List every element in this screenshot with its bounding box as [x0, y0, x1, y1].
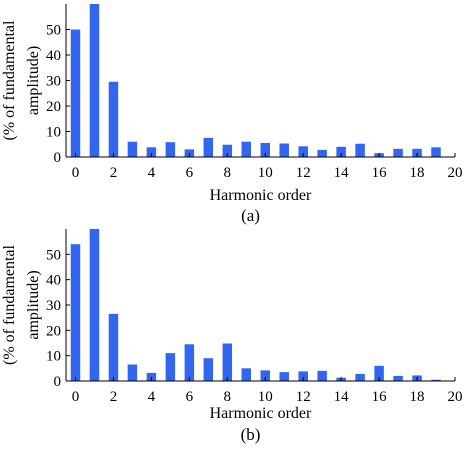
panel-b-bar-h4	[146, 372, 157, 381]
panel-a-bar-h18	[412, 148, 422, 157]
panel-b-bar-h2	[108, 313, 119, 381]
panel-a-bar-h14	[336, 146, 346, 157]
panel-b-bar-h9	[241, 368, 252, 381]
panel-b-x-tick-label-2: 2	[110, 389, 118, 405]
panel-b-bar-h11	[279, 372, 289, 381]
panel-b-bar-h8	[222, 343, 233, 381]
panel-a-y-tick-label-0: 0	[54, 150, 62, 166]
panel-b-x-tick-label-16: 16	[372, 389, 388, 405]
panel-a-x-axis-label: Harmonic order	[210, 187, 312, 204]
panel-b-caption: (b)	[241, 425, 261, 444]
panel-a-bar-h1	[89, 4, 100, 157]
panel-b-y-tick-label-10: 10	[46, 349, 61, 365]
panel-b-bar-h13	[317, 370, 327, 381]
panel-a-x-tick-label-4: 4	[148, 165, 156, 181]
panel-a-bar-h19	[431, 147, 441, 157]
panel-a-bar-h9	[241, 141, 252, 157]
panel-b-bar-h15	[355, 373, 365, 381]
panel-a-y-tick-label-30: 30	[46, 74, 61, 90]
panel-a-bar-h5	[165, 142, 176, 157]
panel-a-y-tick-label-50: 50	[46, 23, 61, 39]
panel-b-bar-h12	[298, 371, 308, 381]
panel-a-bar-h15	[355, 143, 365, 157]
panel-a-bar-h17	[393, 148, 403, 157]
panel-a-x-tick-label-2: 2	[110, 165, 118, 181]
panel-a-bar-h8	[222, 144, 233, 157]
panel-b-bar-h19	[431, 379, 441, 381]
panel-a-x-tick-label-8: 8	[224, 165, 232, 181]
panel-a-caption: (a)	[241, 206, 260, 225]
panel-a-bar-h0	[70, 29, 81, 157]
panel-a-bar-h11	[279, 143, 289, 157]
panel-b-bar-h3	[127, 364, 138, 381]
panel-a-x-tick-label-16: 16	[372, 165, 388, 181]
panel-b-y-tick-label-40: 40	[46, 273, 61, 289]
panel-a-y-tick-label-10: 10	[46, 125, 61, 141]
panel-b-x-tick-label-20: 20	[448, 389, 463, 405]
panel-a-x-tick-label-6: 6	[186, 165, 194, 181]
panel-a-bar-h7	[203, 137, 214, 158]
panel-b-bar-h7	[203, 358, 214, 381]
panel-a-x-tick-label-14: 14	[334, 165, 350, 181]
panel-a-x-tick-label-12: 12	[296, 165, 311, 181]
panel-a-bar-h12	[298, 146, 308, 157]
panel-b-y-tick-label-20: 20	[46, 323, 61, 339]
panel-b-x-axis-label: Harmonic order	[210, 405, 312, 422]
panel-b-y-tick-label-30: 30	[46, 298, 61, 314]
panel-a-y-tick-label-20: 20	[46, 99, 61, 115]
panel-b-y-tick-label-0: 0	[54, 374, 62, 390]
panel-b-x-tick-label-8: 8	[224, 389, 232, 405]
panel-b-x-tick-label-0: 0	[72, 389, 80, 405]
panel-b-x-tick-label-18: 18	[410, 389, 425, 405]
panel-b-x-tick-label-10: 10	[258, 389, 273, 405]
panel-a-x-tick-label-10: 10	[258, 165, 273, 181]
panel-a-bar-h13	[317, 149, 327, 157]
panel-a-x-tick-label-20: 20	[448, 165, 463, 181]
panel-b-bar-h0	[70, 244, 81, 381]
panel-b-bar-h1	[89, 229, 100, 381]
panel-b-y-axis-label-line2: amplitude)	[25, 270, 42, 339]
panel-a-bar-h10	[260, 142, 270, 157]
panel-a-x-tick-label-18: 18	[410, 165, 425, 181]
panel-b-x-tick-label-4: 4	[148, 389, 156, 405]
panel-b-bar-h17	[393, 375, 403, 381]
panel-a-x-tick-label-0: 0	[72, 165, 80, 181]
panel-b-y-axis-label-line1: (% of fundamental	[1, 244, 18, 365]
panel-a-y-axis-label-line2: amplitude)	[25, 46, 42, 115]
panel-b-bar-h5	[165, 353, 176, 381]
panel-b-y-tick-label-50: 50	[46, 247, 61, 263]
panel-a-y-axis-label-line1: (% of fundamental	[1, 20, 18, 141]
panel-a-bar-h3	[127, 141, 138, 157]
panel-b-bar-h10	[260, 370, 270, 381]
panel-a-bar-h4	[146, 147, 157, 157]
panel-b-bar-h16	[374, 365, 384, 381]
panel-b-x-tick-label-6: 6	[186, 389, 194, 405]
panel-a-y-tick-label-40: 40	[46, 48, 61, 64]
panel-b-x-tick-label-12: 12	[296, 389, 311, 405]
panel-b-x-tick-label-14: 14	[334, 389, 350, 405]
panel-b-bar-h6	[184, 344, 195, 381]
panel-a-bar-h2	[108, 81, 119, 157]
